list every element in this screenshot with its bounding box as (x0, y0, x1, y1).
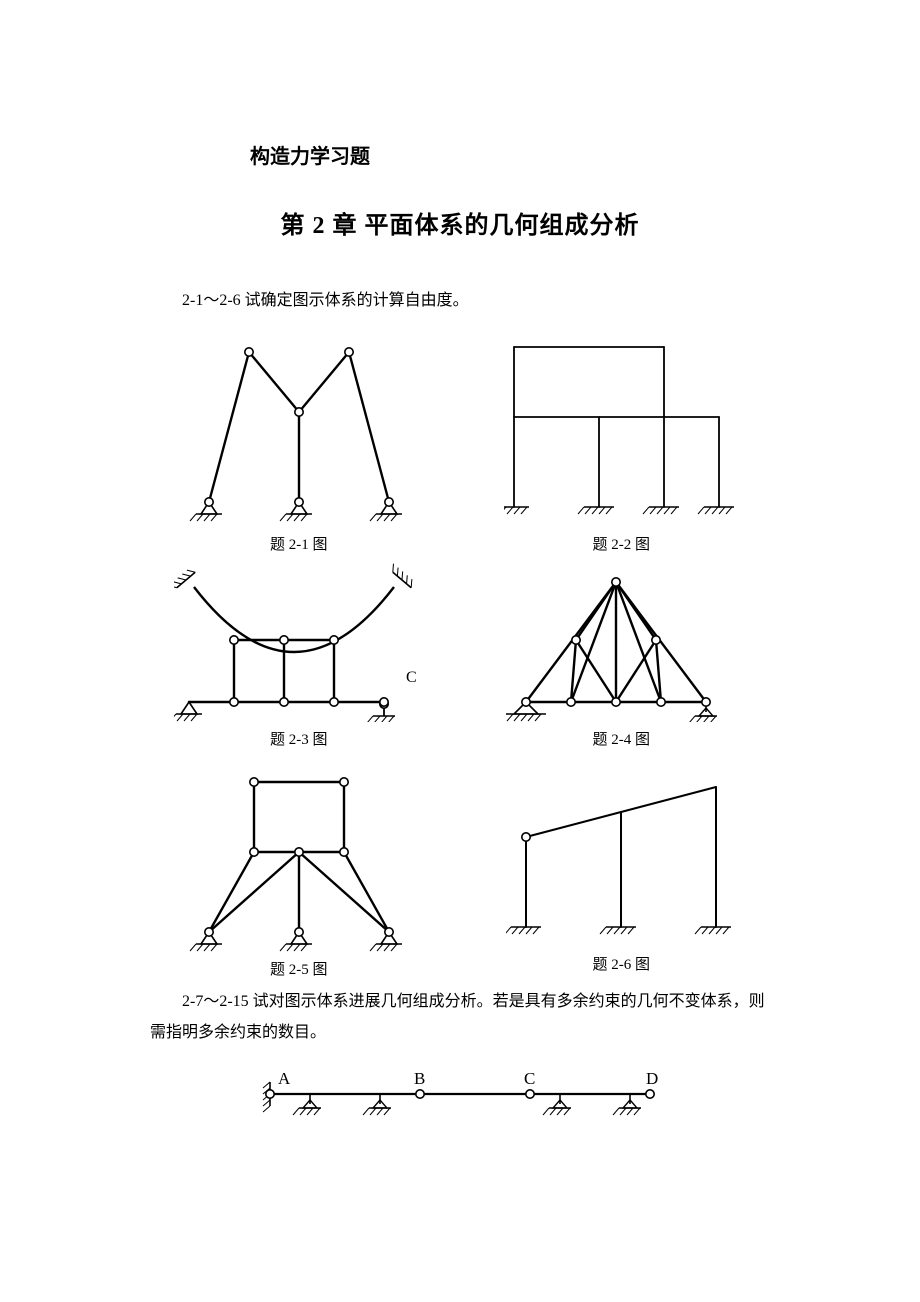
fig-2-3: C 题 2-3 图 (150, 562, 448, 749)
svg-text:A: A (278, 1069, 291, 1088)
caption-2-4: 题 2-4 图 (472, 728, 770, 749)
diagram-2-4 (506, 562, 736, 722)
svg-text:B: B (414, 1069, 425, 1088)
fig-2-5: 题 2-5 图 (150, 757, 448, 979)
diagram-2-3: C (174, 562, 424, 722)
fig-2-7: A B C D (150, 1064, 770, 1144)
fig-2-4: 题 2-4 图 (472, 562, 770, 749)
caption-2-5: 题 2-5 图 (150, 958, 448, 979)
paragraph-2: 2-7～2-15 试对图示体系进展几何组成分析。若是具有多余约束的几何不变体系，… (150, 987, 770, 1048)
caption-2-1: 题 2-1 图 (150, 533, 448, 554)
svg-text:C: C (524, 1069, 535, 1088)
page-title: 构造力学习题 (250, 140, 770, 169)
svg-text:C: C (406, 669, 417, 686)
caption-2-3: 题 2-3 图 (150, 728, 448, 749)
paragraph-1: 2-1～2-6 试确定图示体系的计算自由度。 (150, 286, 770, 316)
diagram-2-2 (504, 332, 739, 527)
diagram-2-6 (506, 757, 736, 947)
figure-grid: 题 2-1 图 题 2-2 图 C 题 2-3 图 题 2-4 图 题 2-5 … (150, 332, 770, 987)
caption-2-2: 题 2-2 图 (472, 533, 770, 554)
fig-2-6: 题 2-6 图 (472, 757, 770, 979)
chapter-title: 第 2 章 平面体系的几何组成分析 (150, 205, 770, 240)
fig-2-1: 题 2-1 图 (150, 332, 448, 554)
diagram-2-7: A B C D (230, 1064, 690, 1144)
svg-text:D: D (646, 1069, 658, 1088)
diagram-2-1 (179, 332, 419, 527)
caption-2-6: 题 2-6 图 (472, 953, 770, 974)
fig-2-2: 题 2-2 图 (472, 332, 770, 554)
diagram-2-5 (184, 757, 414, 952)
